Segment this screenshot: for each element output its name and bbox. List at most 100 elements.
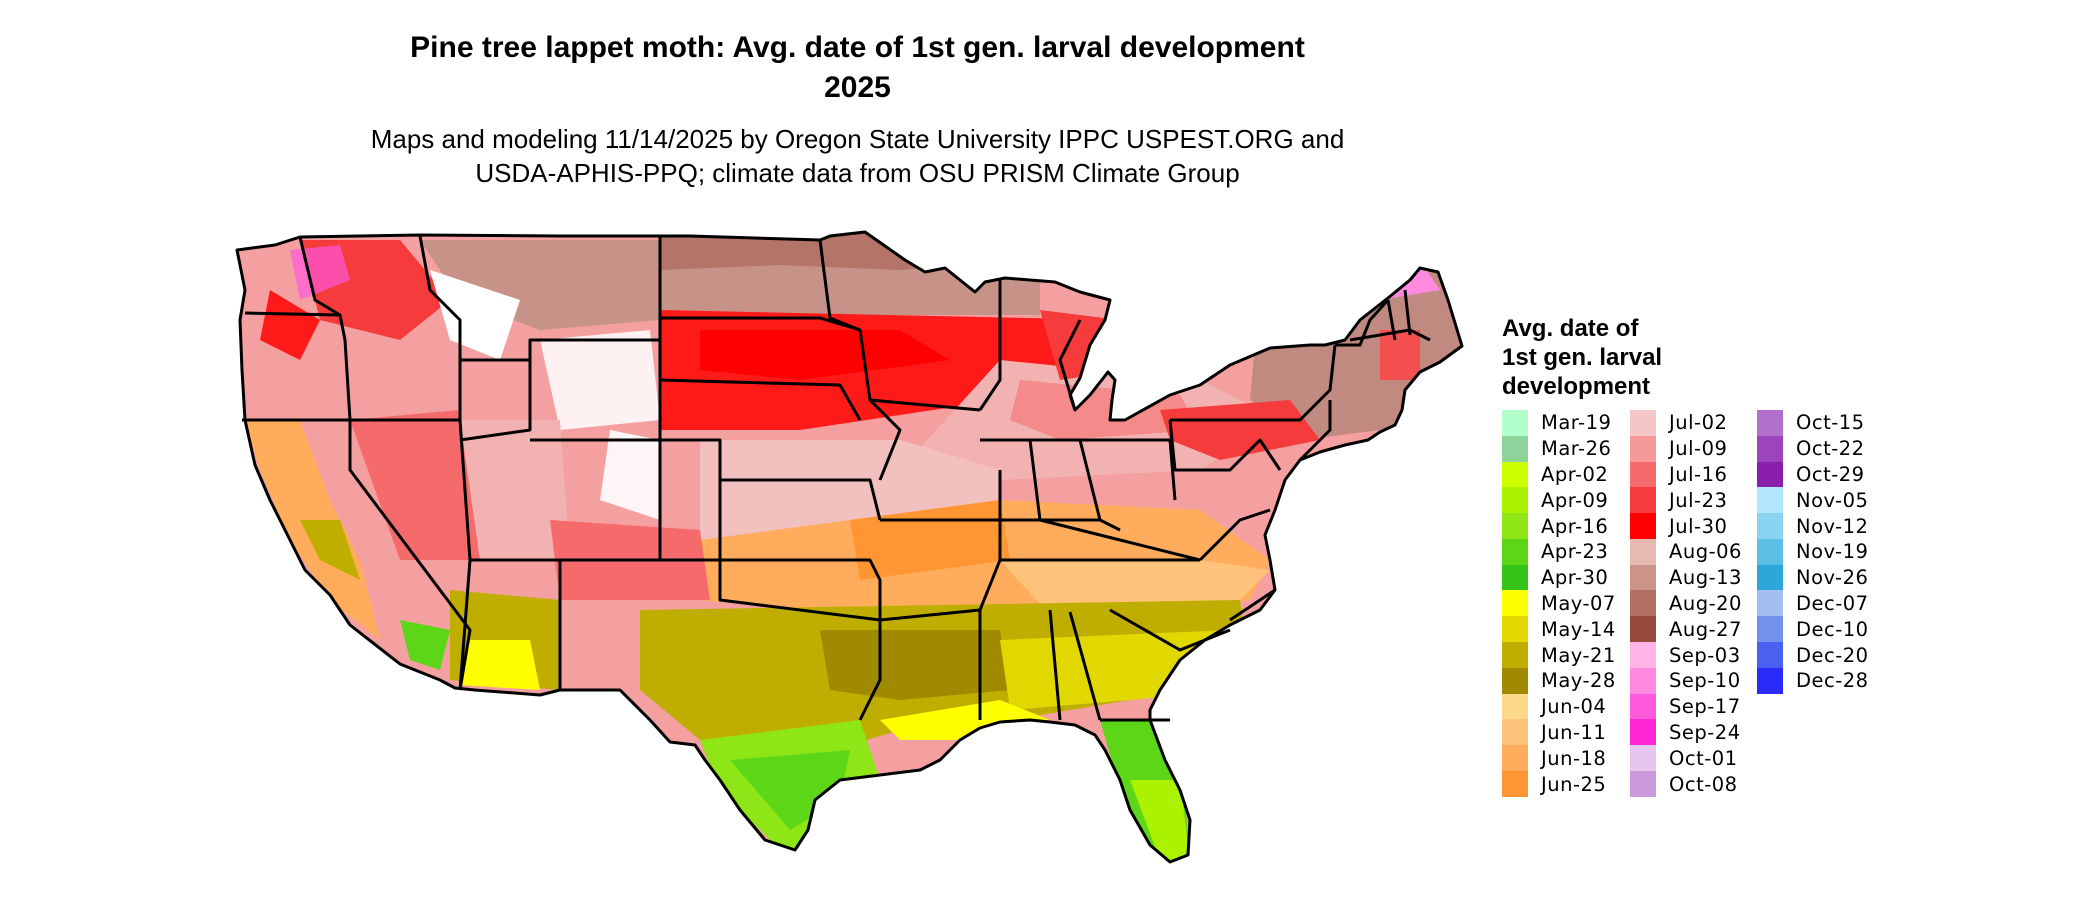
legend-label: Sep-17 [1669, 695, 1741, 719]
map-title-line1: Pine tree lappet moth: Avg. date of 1st … [410, 31, 1305, 64]
legend-swatch [1502, 409, 1528, 436]
legend-label: Jun-04 [1541, 695, 1607, 719]
legend-swatch [1757, 513, 1783, 540]
legend-swatch [1502, 693, 1528, 720]
legend-item: Jun-11 [1502, 719, 1616, 746]
legend-label: Apr-23 [1541, 540, 1609, 564]
legend-label: Jul-09 [1669, 437, 1728, 461]
legend-swatch [1630, 616, 1656, 643]
legend-label: Aug-27 [1669, 617, 1742, 641]
legend-label: Sep-03 [1669, 643, 1741, 667]
legend-swatch [1630, 513, 1656, 540]
legend-swatch [1502, 461, 1528, 488]
legend-item: Jul-16 [1630, 461, 1742, 488]
legend-title-line3: development [1502, 373, 1651, 400]
legend-item: Oct-01 [1630, 745, 1742, 772]
legend-label: Dec-20 [1796, 643, 1869, 667]
legend-swatch [1630, 461, 1656, 488]
legend-item: Aug-20 [1630, 590, 1742, 617]
map-subtitle: Maps and modeling 11/14/2025 by Oregon S… [290, 122, 1425, 190]
legend-label: Dec-10 [1796, 617, 1869, 641]
legend-swatch [1502, 564, 1528, 591]
legend-swatch [1757, 667, 1783, 694]
legend-column-3: Oct-15 Oct-22 Oct-29 Nov-05 Nov-12 Nov-19 Nov-… [1757, 409, 1869, 694]
legend-label: Apr-30 [1541, 566, 1609, 590]
legend-label: Oct-08 [1669, 772, 1738, 796]
legend-label: Jul-23 [1669, 488, 1728, 512]
legend-item: Dec-20 [1757, 642, 1869, 669]
legend-item: Apr-02 [1502, 461, 1616, 488]
legend-item: Sep-17 [1630, 693, 1742, 720]
legend-label: Jun-11 [1541, 720, 1607, 744]
legend-label: Mar-26 [1541, 437, 1612, 461]
legend-item: Sep-10 [1630, 667, 1742, 694]
legend-item: Jul-09 [1630, 435, 1742, 462]
legend-item: May-14 [1502, 616, 1616, 643]
legend-swatch [1502, 590, 1528, 617]
legend-swatch [1502, 771, 1528, 798]
legend-label: Jul-16 [1669, 462, 1728, 486]
legend-item: Apr-09 [1502, 487, 1616, 514]
legend-swatch [1502, 745, 1528, 772]
legend-item: Nov-12 [1757, 513, 1869, 540]
legend-swatch [1757, 461, 1783, 488]
legend-item: Dec-28 [1757, 667, 1869, 694]
legend-swatch [1757, 642, 1783, 669]
legend-swatch [1757, 564, 1783, 591]
legend-swatch [1757, 487, 1783, 514]
legend-label: Dec-28 [1796, 669, 1869, 693]
legend-title: Avg. date of 1st gen. larval development [1502, 314, 1722, 401]
legend-swatch [1502, 513, 1528, 540]
map-title-line2: 2025 [824, 71, 891, 104]
legend-swatch [1502, 616, 1528, 643]
legend-item: Apr-23 [1502, 538, 1616, 565]
legend-swatch [1757, 538, 1783, 565]
legend-item: Jul-30 [1630, 513, 1742, 540]
legend-swatch [1502, 667, 1528, 694]
legend-item: Dec-10 [1757, 616, 1869, 643]
legend-item: Oct-08 [1630, 771, 1742, 798]
legend-swatch [1502, 538, 1528, 565]
legend-label: Nov-12 [1796, 514, 1869, 538]
us-degree-day-map [235, 230, 1464, 864]
legend-item: Sep-03 [1630, 642, 1742, 669]
map-subtitle-line2: USDA-APHIS-PPQ; climate data from OSU PR… [475, 158, 1240, 188]
legend-item: Nov-19 [1757, 538, 1869, 565]
legend-swatch [1630, 667, 1656, 694]
legend-item: Jun-18 [1502, 745, 1616, 772]
legend-item: Aug-27 [1630, 616, 1742, 643]
legend-item: Jun-04 [1502, 693, 1616, 720]
legend-item: Jul-02 [1630, 409, 1742, 436]
legend-label: Sep-10 [1669, 669, 1741, 693]
legend-item: Oct-29 [1757, 461, 1869, 488]
legend-swatch [1630, 642, 1656, 669]
legend-item: Apr-16 [1502, 513, 1616, 540]
legend-label: May-07 [1541, 591, 1616, 615]
legend-item: Nov-26 [1757, 564, 1869, 591]
legend-item: Aug-13 [1630, 564, 1742, 591]
legend-swatch [1502, 487, 1528, 514]
legend-item: Oct-22 [1757, 435, 1869, 462]
legend-swatch [1502, 719, 1528, 746]
legend-label: Apr-02 [1541, 462, 1609, 486]
legend-item: May-28 [1502, 667, 1616, 694]
legend-swatch [1757, 409, 1783, 436]
legend-label: May-14 [1541, 617, 1616, 641]
legend-label: Nov-05 [1796, 488, 1869, 512]
state-borders [235, 230, 1464, 864]
legend-title-line1: Avg. date of [1502, 315, 1639, 342]
legend-item: May-21 [1502, 642, 1616, 669]
map-title: Pine tree lappet moth: Avg. date of 1st … [340, 28, 1375, 108]
legend-swatch [1757, 616, 1783, 643]
legend-label: Nov-19 [1796, 540, 1869, 564]
legend-swatch [1757, 590, 1783, 617]
legend-item: Apr-30 [1502, 564, 1616, 591]
legend-column-1: Mar-19 Mar-26 Apr-02 Apr-09 Apr-16 Apr-23 Apr-… [1502, 409, 1616, 798]
legend-swatch [1630, 719, 1656, 746]
legend-swatch [1630, 564, 1656, 591]
legend-label: Jun-18 [1541, 746, 1607, 770]
legend-swatch [1630, 487, 1656, 514]
legend-label: Apr-09 [1541, 488, 1609, 512]
legend-label: Oct-22 [1796, 437, 1865, 461]
legend-item: Sep-24 [1630, 719, 1742, 746]
